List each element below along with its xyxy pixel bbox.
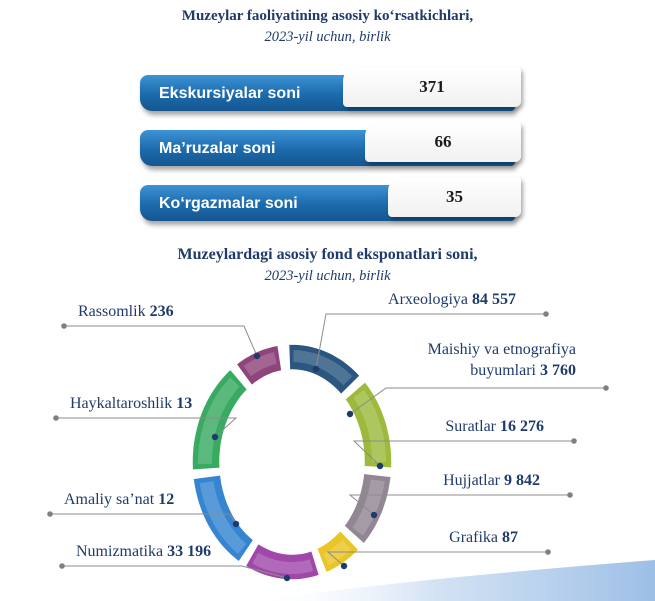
callout-label: Hujjatlar 9 842 xyxy=(443,472,540,489)
callout-name: Numizmatika xyxy=(76,543,167,560)
callout-name: Suratlar xyxy=(445,418,500,435)
stat-value: 66 xyxy=(434,132,452,151)
leader-line xyxy=(315,313,546,370)
summary-subtitle: 2023-yil uchun, birlik xyxy=(264,29,391,45)
callout-value: 12 xyxy=(158,491,174,508)
chart-subtitle: 2023-yil uchun, birlik xyxy=(264,268,391,284)
callout-label: Numizmatika 33 196 xyxy=(76,543,211,560)
leader-end-dot xyxy=(53,415,59,421)
stat-value: 371 xyxy=(419,77,445,96)
callout-value: 87 xyxy=(502,529,518,546)
stat-label: Ekskursiyalar soni xyxy=(159,85,301,102)
callout-value: 16 276 xyxy=(500,418,544,435)
leader-anchor-dot xyxy=(346,410,354,418)
leader-line xyxy=(326,551,548,567)
callout-value: 236 xyxy=(150,303,174,320)
leader-end-dot xyxy=(567,492,573,498)
callout-value: 33 196 xyxy=(167,543,211,560)
callout-label: Rassomlik 236 xyxy=(78,303,174,320)
leader-anchor-dot xyxy=(376,462,384,470)
leader-line xyxy=(349,387,606,415)
callout-value: 84 557 xyxy=(472,291,516,308)
ring-segment-suratlar xyxy=(342,472,393,546)
callout-name: Rassomlik xyxy=(78,303,150,320)
callout-name: Grafika xyxy=(449,529,502,546)
ring-segment-maishiy-va-etnografiya-buyumlari xyxy=(343,380,393,469)
callout-name: Hujjatlar xyxy=(443,472,504,489)
leader-end-dot xyxy=(543,311,549,317)
chart-title: Muzeylardagi asosiy fond eksponatlari so… xyxy=(177,246,478,263)
stat-value: 35 xyxy=(446,187,463,206)
callout-name: Maishiy va etnografiya xyxy=(428,341,576,358)
callout-arxeologiya: Arxeologiya 84 557 xyxy=(312,291,549,373)
callout-name: Arxeologiya xyxy=(388,291,472,308)
callout-maishiy-va-etnografiya-buyumlari: Maishiy va etnografiya buyumlari 3 760 xyxy=(346,341,609,418)
leader-line xyxy=(56,417,238,438)
leader-anchor-dot xyxy=(370,511,378,519)
callout-value: 13 xyxy=(176,395,192,412)
callout-numizmatika: Numizmatika 33 196 xyxy=(59,543,291,582)
callout-rassomlik: Rassomlik 236 xyxy=(61,303,261,360)
callout-suratlar: Suratlar 16 276 xyxy=(352,418,577,470)
leader-anchor-dot xyxy=(253,352,261,360)
leader-anchor-dot xyxy=(232,520,240,528)
ring-segment-amaliy-sa-nat xyxy=(192,473,255,564)
stat-lectures: Ma’ruzalar soni 66 xyxy=(140,122,525,170)
callout-hujjatlar: Hujjatlar 9 842 xyxy=(348,472,573,519)
callout-value: 9 842 xyxy=(504,472,540,489)
callout-haykaltaroshlik: Haykaltaroshlik 13 xyxy=(53,395,238,441)
leader-end-dot xyxy=(571,438,577,444)
ring-segment-haykaltaroshlik xyxy=(191,367,249,471)
leader-end-dot xyxy=(545,549,551,555)
callout-label: Grafika 87 xyxy=(449,529,518,546)
leader-anchor-dot xyxy=(340,562,348,570)
callouts: Arxeologiya 84 557 Maishiy va etnografiya… xyxy=(47,291,609,582)
leader-end-dot xyxy=(603,385,609,391)
leader-line xyxy=(62,565,288,579)
leader-line xyxy=(348,494,570,516)
leader-anchor-dot xyxy=(211,433,219,441)
stat-exhibitions: Koʻrgazmalar soni 35 xyxy=(140,177,525,225)
callout-name-line2: buyumlari 3 760 xyxy=(470,362,576,379)
ring-segment-rassomlik xyxy=(235,344,283,387)
callout-label: Amaliy sa’nat 12 xyxy=(64,491,174,508)
stat-label: Koʻrgazmalar soni xyxy=(159,195,298,212)
summary-title: Muzeylar faoliyatining asosiy koʻrsatkic… xyxy=(181,8,474,24)
leader-line xyxy=(64,325,258,357)
callout-amaliy-sa-nat: Amaliy sa’nat 12 xyxy=(47,491,240,528)
callout-name: Haykaltaroshlik xyxy=(70,395,176,412)
callout-name: Amaliy sa’nat xyxy=(64,491,158,508)
leader-end-dot xyxy=(61,323,67,329)
callout-value: 3 760 xyxy=(540,362,576,379)
ring-segment-numizmatika xyxy=(244,542,321,581)
stat-label: Ma’ruzalar soni xyxy=(159,140,276,157)
ring xyxy=(191,343,393,581)
callout-grafika: Grafika 87 xyxy=(326,529,551,570)
ring-segment-arxeologiya xyxy=(287,343,362,396)
leader-end-dot xyxy=(47,511,53,517)
leader-anchor-dot xyxy=(312,365,320,373)
stat-excursions: Ekskursiyalar soni 371 xyxy=(140,67,525,115)
floor-decoration xyxy=(250,560,655,601)
leader-line xyxy=(352,440,574,467)
stat-value-box: 371 xyxy=(343,67,521,107)
leader-line xyxy=(50,513,237,525)
leader-anchor-dot xyxy=(283,574,291,582)
callout-label: Haykaltaroshlik 13 xyxy=(70,395,192,412)
leader-end-dot xyxy=(59,563,65,569)
stat-value-box: 35 xyxy=(388,177,521,217)
callout-label: Arxeologiya 84 557 xyxy=(388,291,516,308)
stat-value-box: 66 xyxy=(365,122,521,162)
callout-label: Suratlar 16 276 xyxy=(445,418,544,435)
